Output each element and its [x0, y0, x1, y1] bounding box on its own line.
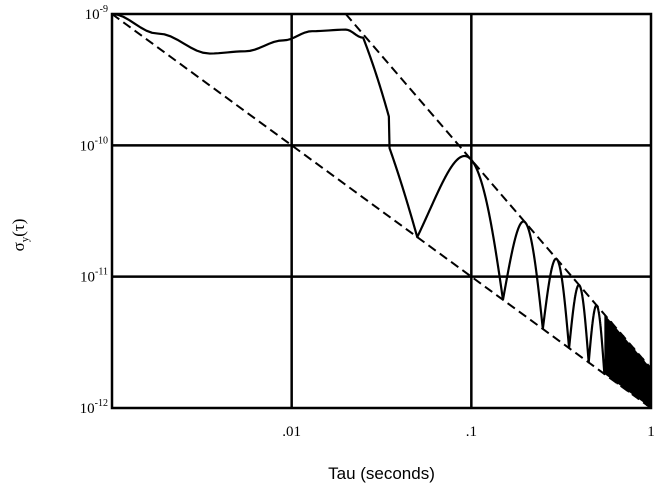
y-tick-base: 10	[85, 7, 100, 23]
y-axis-label: σy(τ)	[9, 219, 31, 252]
y-tick-base: 10	[80, 401, 95, 417]
series-layer	[111, 12, 653, 409]
x-axis-label: Tau (seconds)	[328, 464, 435, 483]
y-axis-label-subscript: y	[19, 236, 31, 242]
y-tick-label: 10-10	[80, 135, 108, 154]
x-tick-labels: .01 .1 1	[282, 424, 654, 440]
y-tick-exponent: -9	[100, 4, 108, 15]
plot-frame	[110, 12, 653, 410]
x-tick-label: 1	[647, 424, 655, 440]
envelope-dashed-line	[111, 13, 652, 409]
envelope-dashed-line	[344, 13, 652, 370]
y-tick-label: 10-11	[80, 267, 108, 286]
y-axis-label-main: σ	[9, 242, 28, 251]
y-axis-label-argument: (τ)	[9, 219, 28, 237]
dense-oscillation-region	[604, 314, 651, 408]
y-tick-exponent: -10	[95, 135, 108, 146]
y-tick-exponent: -12	[95, 398, 108, 409]
y-tick-label: 10-9	[85, 4, 108, 23]
x-tick-label: .1	[466, 424, 477, 440]
y-tick-base: 10	[80, 138, 95, 154]
y-tick-base: 10	[80, 270, 95, 286]
y-tick-label: 10-12	[80, 398, 108, 417]
y-tick-exponent: -11	[95, 267, 108, 278]
x-tick-label: .01	[282, 424, 301, 440]
